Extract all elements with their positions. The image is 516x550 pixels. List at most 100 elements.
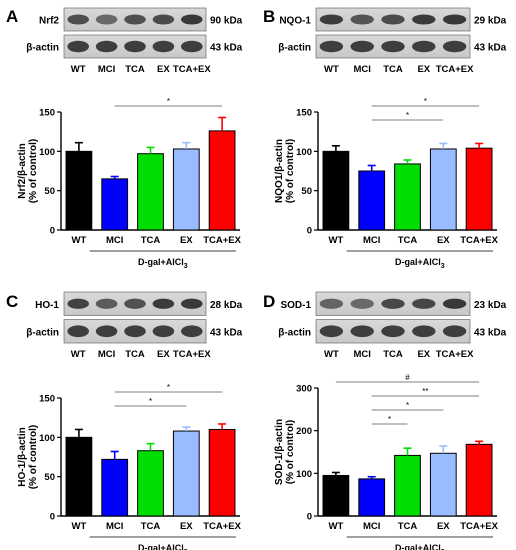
blot-loading-label: β-actin (278, 43, 311, 54)
band (319, 298, 344, 309)
y-label-unit: (% of control) (285, 139, 296, 203)
y-tick-label: 50 (44, 186, 55, 197)
bar-mci (101, 178, 129, 231)
group-label: D-gal+AlCl3 (138, 543, 188, 550)
y-tick-label: 100 (296, 147, 312, 158)
x-tick-label: WT (72, 521, 87, 532)
target-kda-label: 28 kDa (210, 300, 243, 311)
band (381, 40, 405, 53)
band (412, 325, 436, 338)
bar-mci (101, 458, 129, 517)
panel-letter: D (263, 292, 275, 311)
y-axis-title: Nrf2/β-actin (% of control) (17, 139, 39, 203)
y-label: SOD-1/β-actin (274, 419, 285, 485)
lane-label: TCA+EX (436, 349, 474, 360)
group-label: D-gal+AlCl3 (395, 543, 445, 550)
blot-target-label: NQO-1 (279, 16, 311, 27)
lane-label: EX (417, 64, 430, 75)
blot-loading-label: β-actin (26, 327, 59, 338)
bar-ex (429, 452, 457, 517)
band (350, 40, 374, 53)
x-tick-label: WT (72, 235, 87, 246)
blot-target-label: HO-1 (35, 300, 59, 311)
band (124, 14, 146, 25)
group-label: D-gal+AlCl3 (395, 257, 445, 270)
lane-label: MCI (98, 64, 115, 75)
band (442, 298, 467, 309)
loading-kda-label: 43 kDa (210, 327, 243, 338)
bar-tca (394, 454, 421, 517)
y-tick-label: 50 (301, 186, 312, 197)
lane-label: TCA+EX (173, 349, 211, 360)
band (319, 40, 344, 53)
y-tick-label: 100 (39, 147, 55, 158)
lane-label: WT (71, 349, 86, 360)
significance-label: * (406, 401, 409, 410)
loading-kda-label: 43 kDa (474, 43, 507, 54)
band (95, 40, 118, 53)
lane-label: MCI (353, 349, 370, 360)
bar-mci (358, 478, 386, 517)
bar-ex (172, 148, 200, 231)
significance-label: * (406, 111, 409, 120)
x-tick-label: EX (437, 235, 450, 246)
band (124, 298, 146, 309)
y-tick-label: 150 (39, 108, 55, 119)
target-kda-label: 29 kDa (474, 16, 507, 27)
y-label: HO-1/β-actin (17, 427, 28, 486)
bar-tca (137, 153, 164, 231)
lane-label: TCA (125, 64, 145, 75)
band (381, 14, 405, 25)
band (67, 325, 89, 338)
bar-wt (65, 436, 93, 517)
significance-label: * (149, 397, 152, 406)
band (124, 40, 146, 53)
band (181, 298, 203, 309)
band (442, 325, 467, 338)
x-tick-label: MCI (106, 521, 123, 532)
group-label-main: D-gal+AlCl (138, 543, 184, 550)
y-label-unit: (% of control) (28, 139, 39, 203)
y-tick-label: 0 (50, 226, 55, 237)
lane-label: TCA (383, 349, 403, 360)
lane-label: WT (71, 64, 86, 75)
x-tick-label: EX (437, 521, 450, 532)
x-tick-label: MCI (363, 521, 380, 532)
bar-tca-ex (465, 147, 493, 231)
bar-tca (394, 163, 421, 231)
band (152, 298, 175, 309)
band (152, 14, 175, 25)
bar-tca-ex (208, 428, 236, 517)
y-tick-label: 150 (39, 394, 55, 405)
lane-label: EX (157, 349, 170, 360)
group-label-subscript: 3 (441, 263, 445, 270)
lane-label: WT (324, 349, 339, 360)
blot-target-label: SOD-1 (280, 300, 311, 311)
significance-label: ** (422, 387, 428, 396)
bar-tca (137, 450, 164, 517)
group-label-main: D-gal+AlCl (138, 257, 184, 267)
panel-letter: B (263, 7, 275, 26)
band (350, 14, 374, 25)
significance-label: # (405, 373, 410, 382)
x-tick-label: TCA (398, 521, 418, 532)
band (95, 298, 118, 309)
x-tick-label: TCA+EX (203, 235, 241, 246)
x-tick-label: MCI (106, 235, 123, 246)
band (319, 14, 344, 25)
bar-mci (358, 170, 386, 231)
y-label: NQO1/β-actin (274, 139, 285, 203)
y-axis-title: HO-1/β-actin (% of control) (17, 425, 39, 489)
y-label: Nrf2/β-actin (17, 143, 28, 199)
group-label: D-gal+AlCl3 (138, 257, 188, 270)
band (350, 325, 374, 338)
band (319, 325, 344, 338)
significance-label: * (424, 97, 427, 106)
band (95, 14, 118, 25)
significance-label: * (167, 383, 170, 392)
lane-label: EX (157, 64, 170, 75)
band (95, 325, 118, 338)
band (381, 325, 405, 338)
